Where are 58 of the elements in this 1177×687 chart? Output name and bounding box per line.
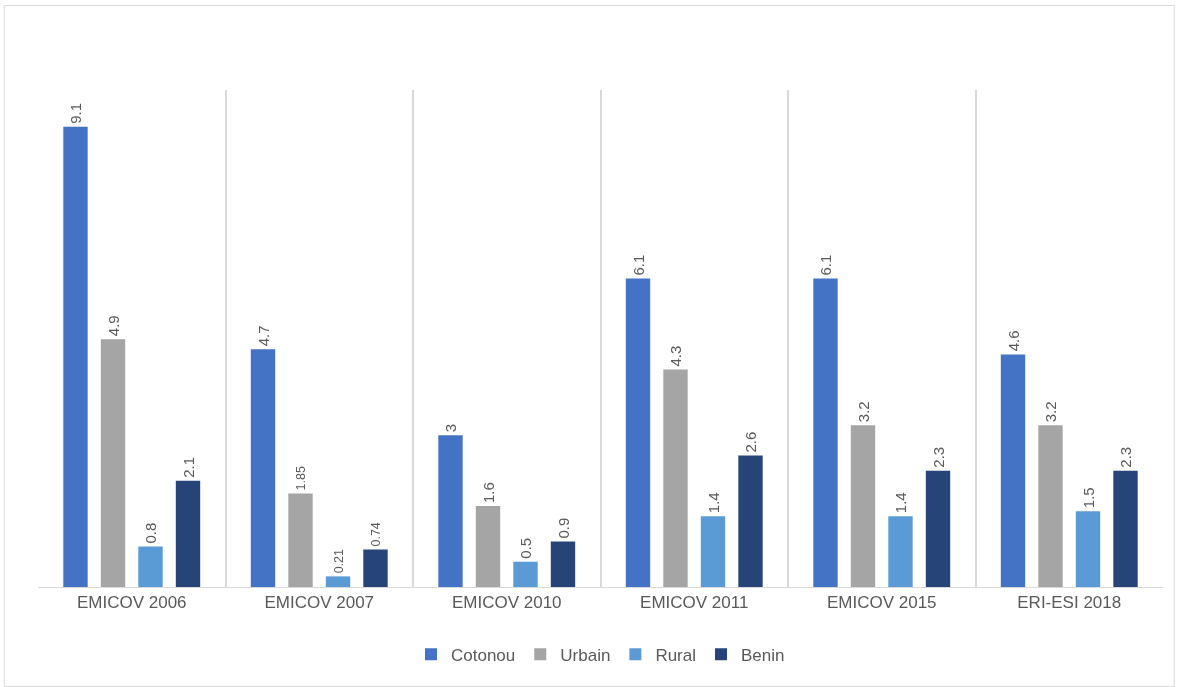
bar <box>438 435 463 587</box>
data-label: 1.6 <box>479 482 497 504</box>
data-label: 2.3 <box>1117 446 1134 468</box>
bar <box>700 516 726 587</box>
legend-label: Cotonou <box>451 645 516 665</box>
data-label: 0.8 <box>142 522 159 544</box>
bar <box>925 470 951 587</box>
data-label: 1.5 <box>1079 487 1097 509</box>
data-label: 1.4 <box>892 492 909 514</box>
x-tick-label: ERI-ESI 2018 <box>1017 593 1122 613</box>
bar <box>888 516 913 587</box>
data-label: 0.5 <box>517 537 534 559</box>
data-label: 1.4 <box>704 492 722 514</box>
bar <box>288 493 313 587</box>
data-label: 9.1 <box>67 102 84 124</box>
bar <box>1000 354 1026 587</box>
data-label: 3.2 <box>1042 401 1059 423</box>
x-tick-label: EMICOV 2011 <box>640 593 749 613</box>
x-tick-label: EMICOV 2006 <box>76 593 187 613</box>
bar <box>363 549 388 587</box>
legend-label: Rural <box>655 645 696 665</box>
data-label: 0.74 <box>369 522 384 547</box>
data-label: 0.9 <box>554 517 572 539</box>
bar <box>1113 470 1138 587</box>
bar <box>100 339 126 587</box>
bar <box>625 278 651 587</box>
bar <box>738 455 763 587</box>
bar <box>175 480 201 587</box>
data-label: 4.9 <box>104 315 122 337</box>
bar <box>475 506 501 587</box>
bar <box>663 369 688 587</box>
bar <box>1038 425 1063 587</box>
data-label: 6.1 <box>629 254 647 276</box>
x-tick-label: EMICOV 2015 <box>826 593 937 613</box>
bar <box>325 576 351 587</box>
legend-label: Benin <box>741 645 785 665</box>
bar <box>1075 511 1101 587</box>
data-label: 4.6 <box>1004 330 1022 352</box>
legend-label: Urbain <box>560 645 611 665</box>
bar <box>850 425 876 587</box>
data-label: 1.85 <box>294 466 309 491</box>
bar <box>813 278 838 587</box>
bar <box>138 546 163 587</box>
data-label: 2.1 <box>179 456 197 478</box>
data-label: 2.6 <box>742 431 759 453</box>
data-label: 4.7 <box>254 325 272 347</box>
x-tick-label: EMICOV 2010 <box>451 593 562 613</box>
x-tick-label: EMICOV 2007 <box>264 593 375 613</box>
bar <box>63 126 88 587</box>
data-label: 4.3 <box>667 345 684 367</box>
data-label: 3.2 <box>854 401 872 423</box>
bar <box>550 541 576 587</box>
data-label: 0.21 <box>331 548 346 574</box>
data-label: 3 <box>442 423 459 433</box>
bar <box>513 561 538 587</box>
data-label: 2.3 <box>929 446 947 468</box>
bar <box>250 349 276 587</box>
data-label: 6.1 <box>817 254 834 276</box>
